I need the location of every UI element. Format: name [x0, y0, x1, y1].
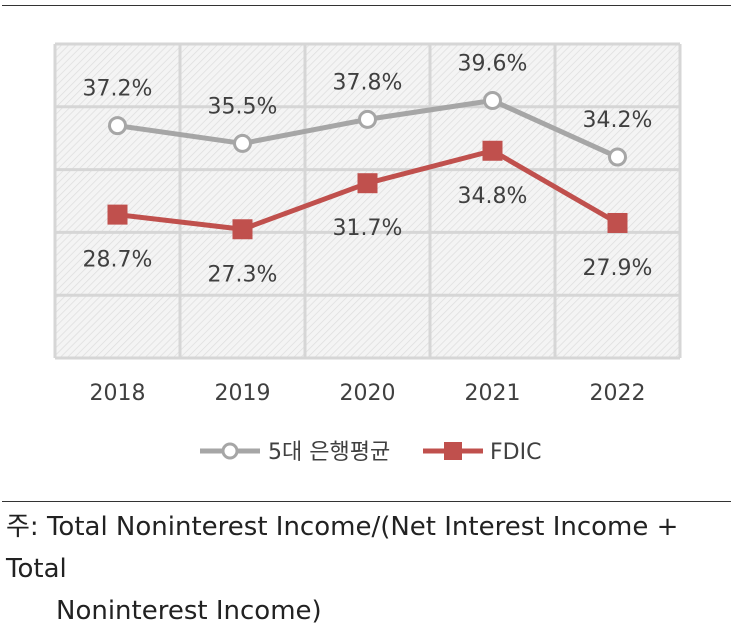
data-label: 31.7%	[333, 216, 403, 241]
x-tick-label: 2022	[590, 381, 646, 406]
data-label: 27.3%	[208, 262, 278, 287]
footnote-line-1: 주: Total Noninterest Income/(Net Interes…	[6, 512, 679, 584]
data-label: 34.2%	[583, 108, 653, 133]
line-chart: 2018 2019 2020 2021 2022 37.2% 35.5% 37.8% 39.6…	[53, 42, 682, 465]
data-point-circle	[233, 133, 252, 153]
footnote: 주: Total Noninterest Income/(Net Interes…	[6, 506, 726, 632]
legend-marker-circle	[221, 442, 239, 460]
data-label: 34.8%	[458, 184, 528, 209]
data-point-circle	[108, 116, 127, 136]
data-label: 37.2%	[83, 77, 153, 102]
data-point-circle	[608, 147, 627, 167]
footnote-line-2: Noninterest Income)	[56, 596, 322, 626]
legend-label-series-1: FDIC	[490, 440, 541, 465]
legend-label-series-0: 5대 은행평균	[268, 440, 390, 465]
data-label: 39.6%	[458, 52, 528, 77]
data-point-square	[232, 219, 253, 240]
x-tick-label: 2020	[340, 381, 396, 406]
bottom-rule	[2, 501, 731, 502]
legend-marker-square	[444, 442, 462, 460]
data-point-square	[357, 173, 378, 194]
x-tick-label: 2021	[465, 381, 521, 406]
data-point-square	[482, 140, 503, 161]
data-label: 27.9%	[583, 256, 653, 281]
legend: 5대 은행평균 FDIC	[200, 440, 541, 465]
data-label: 37.8%	[333, 70, 403, 95]
data-point-circle	[358, 109, 377, 129]
x-tick-label: 2019	[215, 381, 271, 406]
data-point-square	[607, 212, 628, 233]
x-tick-label: 2018	[90, 381, 146, 406]
top-rule	[2, 5, 731, 6]
data-point-square	[107, 204, 128, 225]
data-point-circle	[483, 91, 502, 111]
data-label: 28.7%	[83, 248, 153, 273]
data-label: 35.5%	[208, 94, 278, 119]
